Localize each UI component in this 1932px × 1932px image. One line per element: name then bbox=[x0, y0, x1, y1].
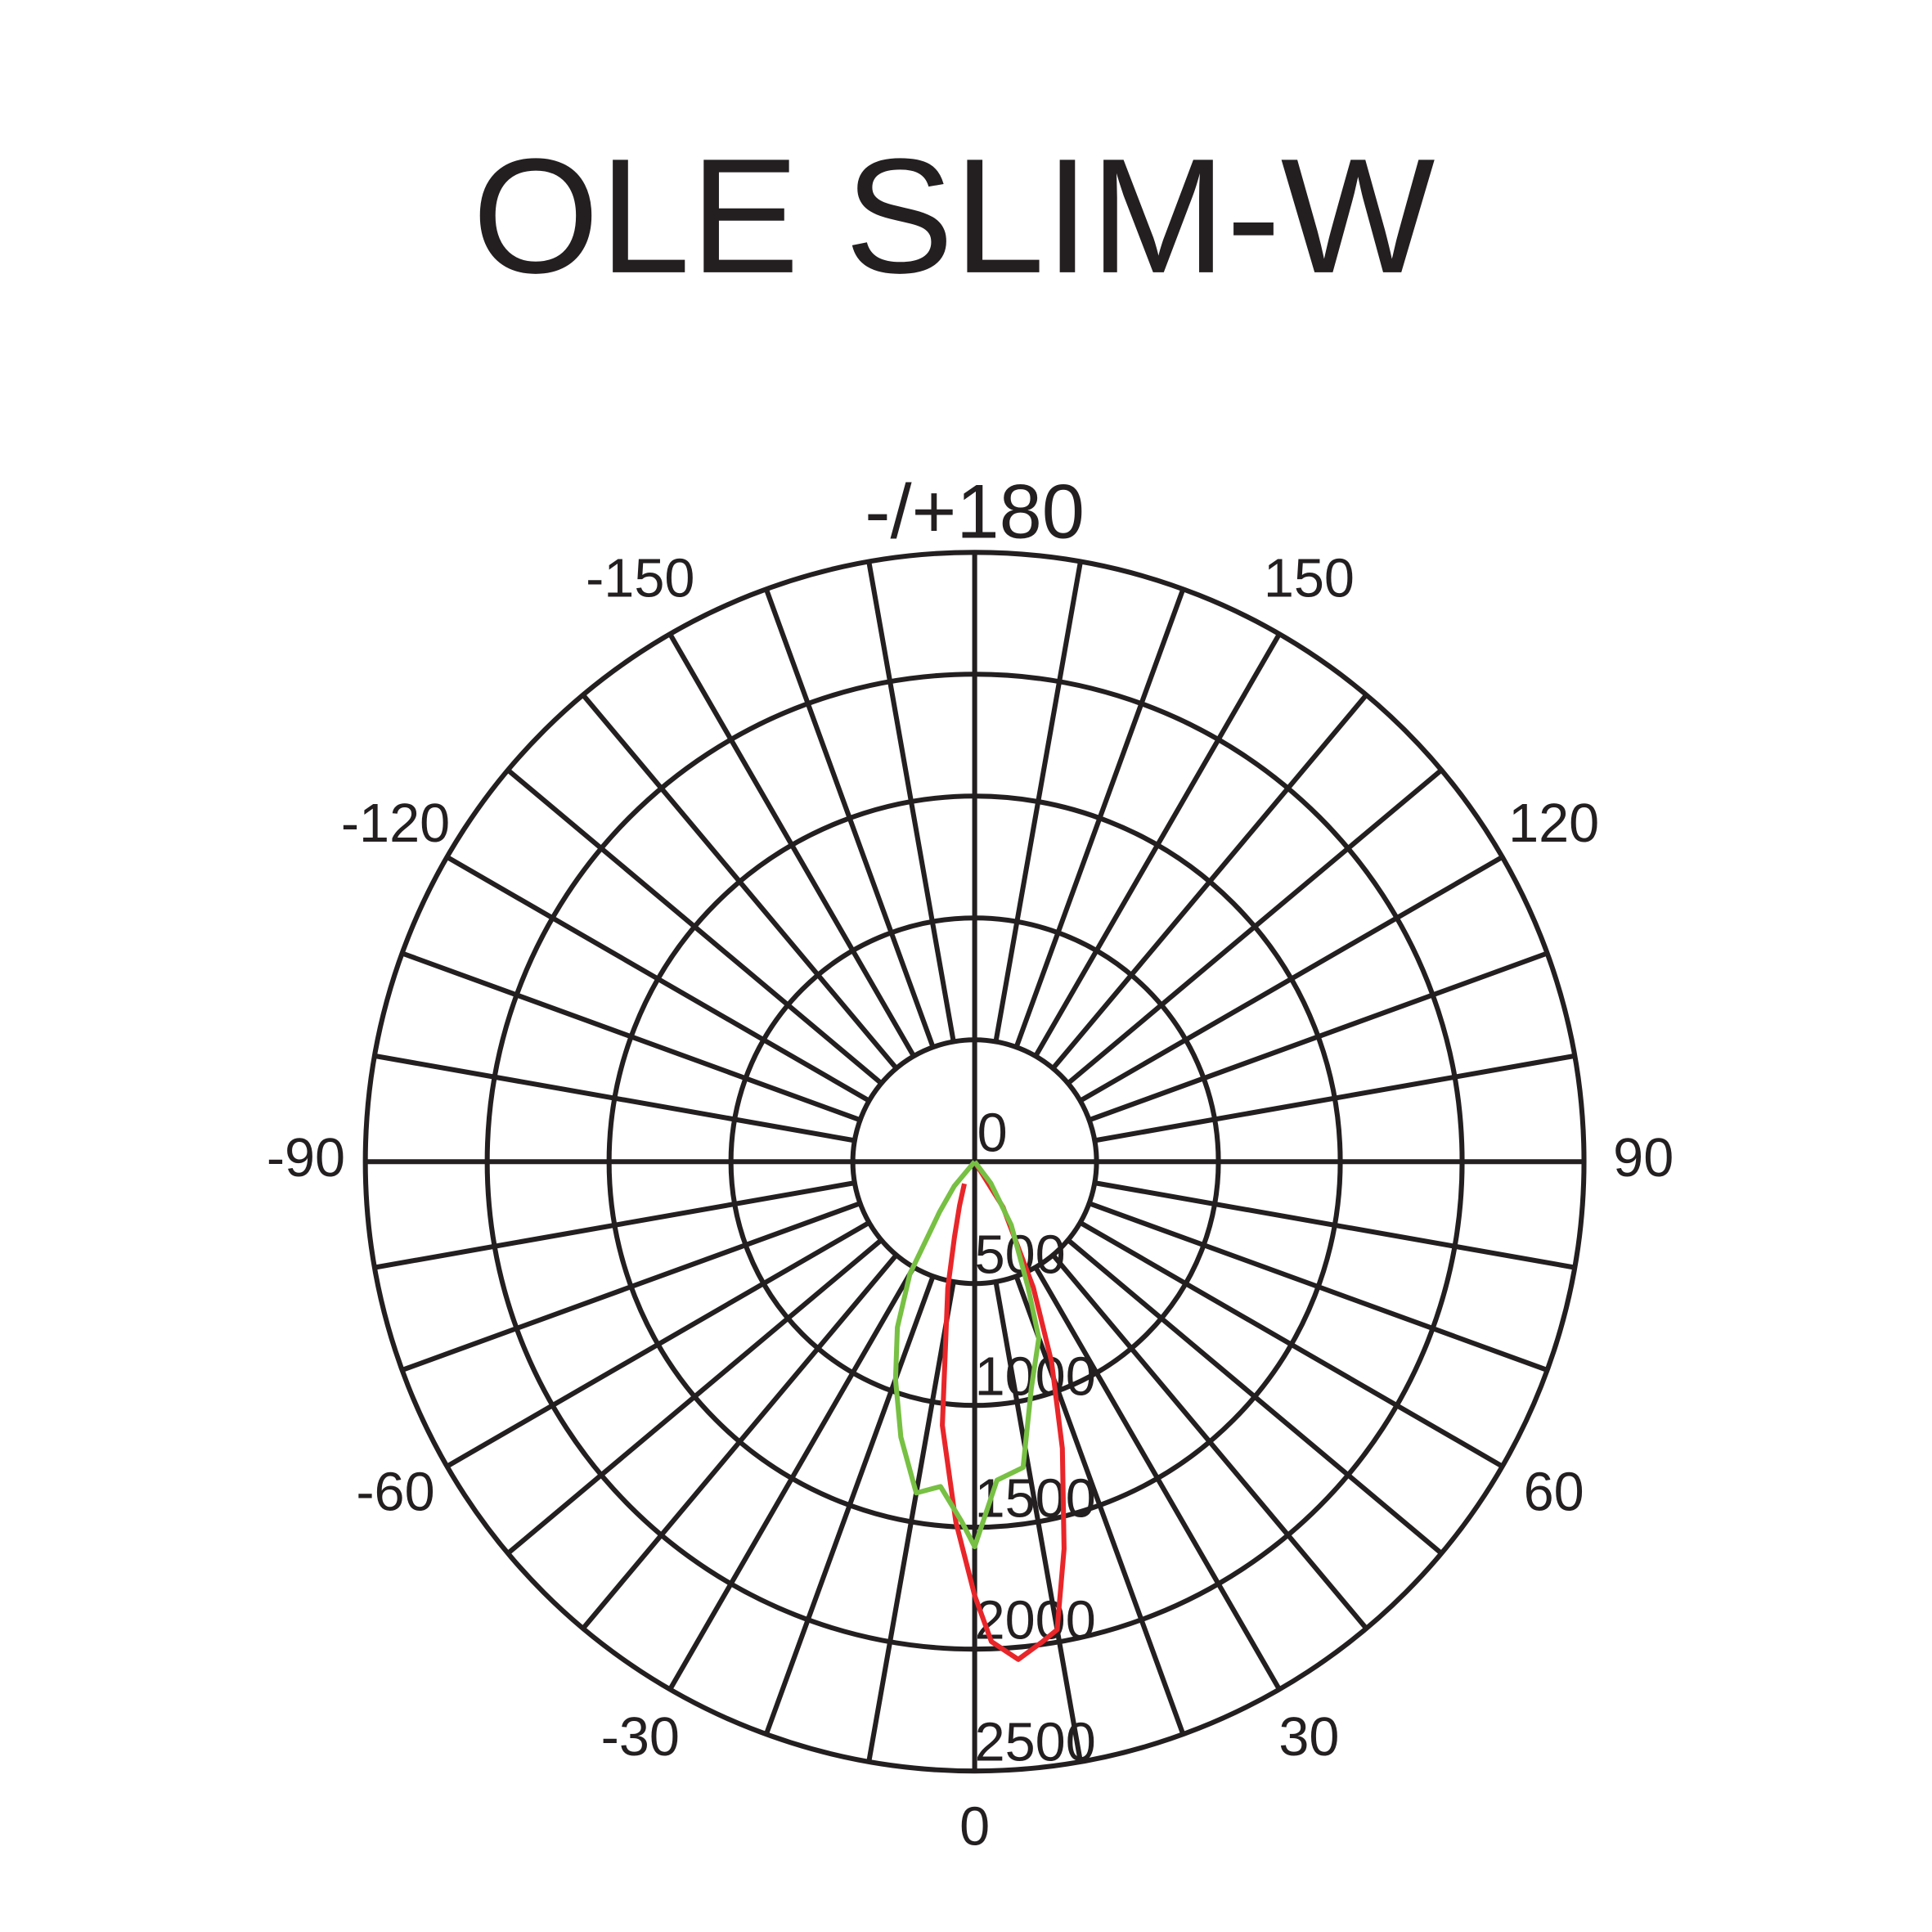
grid-spoke bbox=[1079, 855, 1504, 1103]
grid-spoke bbox=[763, 588, 936, 1049]
series-line bbox=[940, 1160, 1067, 1662]
grid-spoke bbox=[993, 561, 1083, 1043]
grid-spoke bbox=[763, 1275, 936, 1736]
chart-title: OLE SLIM-W bbox=[472, 125, 1435, 308]
angle-tick-label: 60 bbox=[1524, 1462, 1584, 1523]
grid-spoke bbox=[581, 1253, 899, 1630]
grid-spoke bbox=[445, 1220, 871, 1469]
grid-spoke bbox=[374, 1180, 856, 1270]
grid-spoke bbox=[1094, 1053, 1575, 1143]
grid-spoke bbox=[581, 693, 899, 1071]
grid-spoke bbox=[1033, 1265, 1282, 1691]
grid-spoke bbox=[1013, 588, 1186, 1049]
grid-spoke bbox=[1079, 1220, 1504, 1469]
grid-spoke bbox=[1013, 1275, 1186, 1736]
grid-spoke bbox=[667, 1265, 916, 1691]
angle-tick-label: 120 bbox=[1508, 793, 1599, 854]
grid-spoke bbox=[445, 855, 871, 1103]
angle-tick-label: -90 bbox=[267, 1128, 345, 1188]
grid-spoke bbox=[1051, 693, 1368, 1071]
series-line bbox=[892, 1160, 1042, 1549]
grid-spoke bbox=[1088, 1201, 1548, 1373]
grid-spoke bbox=[1094, 1180, 1575, 1270]
angle-tick-label: -60 bbox=[356, 1462, 434, 1523]
grid-spoke bbox=[1066, 768, 1444, 1085]
grid-spoke bbox=[1051, 1253, 1368, 1630]
grid-spoke bbox=[505, 1238, 883, 1556]
r-tick-label: 1500 bbox=[975, 1469, 1096, 1530]
grid-spoke bbox=[667, 632, 916, 1058]
grid-spoke bbox=[1033, 632, 1282, 1058]
grid-spoke bbox=[866, 1281, 956, 1763]
grid-spoke bbox=[1088, 950, 1548, 1123]
angle-tick-label: -150 bbox=[586, 549, 694, 609]
r-tick-label: 0 bbox=[977, 1103, 1008, 1164]
angle-tick-label: 150 bbox=[1264, 549, 1355, 609]
grid-spoke bbox=[993, 1281, 1083, 1763]
grid-spoke bbox=[401, 950, 861, 1123]
grid-spoke bbox=[1066, 1238, 1444, 1556]
angle-tick-label: 90 bbox=[1613, 1128, 1674, 1188]
angle-tick-label: -30 bbox=[601, 1707, 680, 1768]
grid-spoke bbox=[401, 1201, 861, 1373]
angle-tick-label: -120 bbox=[341, 793, 450, 854]
r-tick-label: 2500 bbox=[975, 1712, 1096, 1772]
angle-tick-label: -/+180 bbox=[865, 469, 1085, 555]
grid-spoke bbox=[505, 768, 883, 1085]
angle-tick-label: 0 bbox=[959, 1796, 990, 1857]
grid-spoke bbox=[866, 561, 956, 1043]
grid-spoke bbox=[374, 1053, 856, 1143]
angle-tick-label: 30 bbox=[1278, 1707, 1339, 1768]
